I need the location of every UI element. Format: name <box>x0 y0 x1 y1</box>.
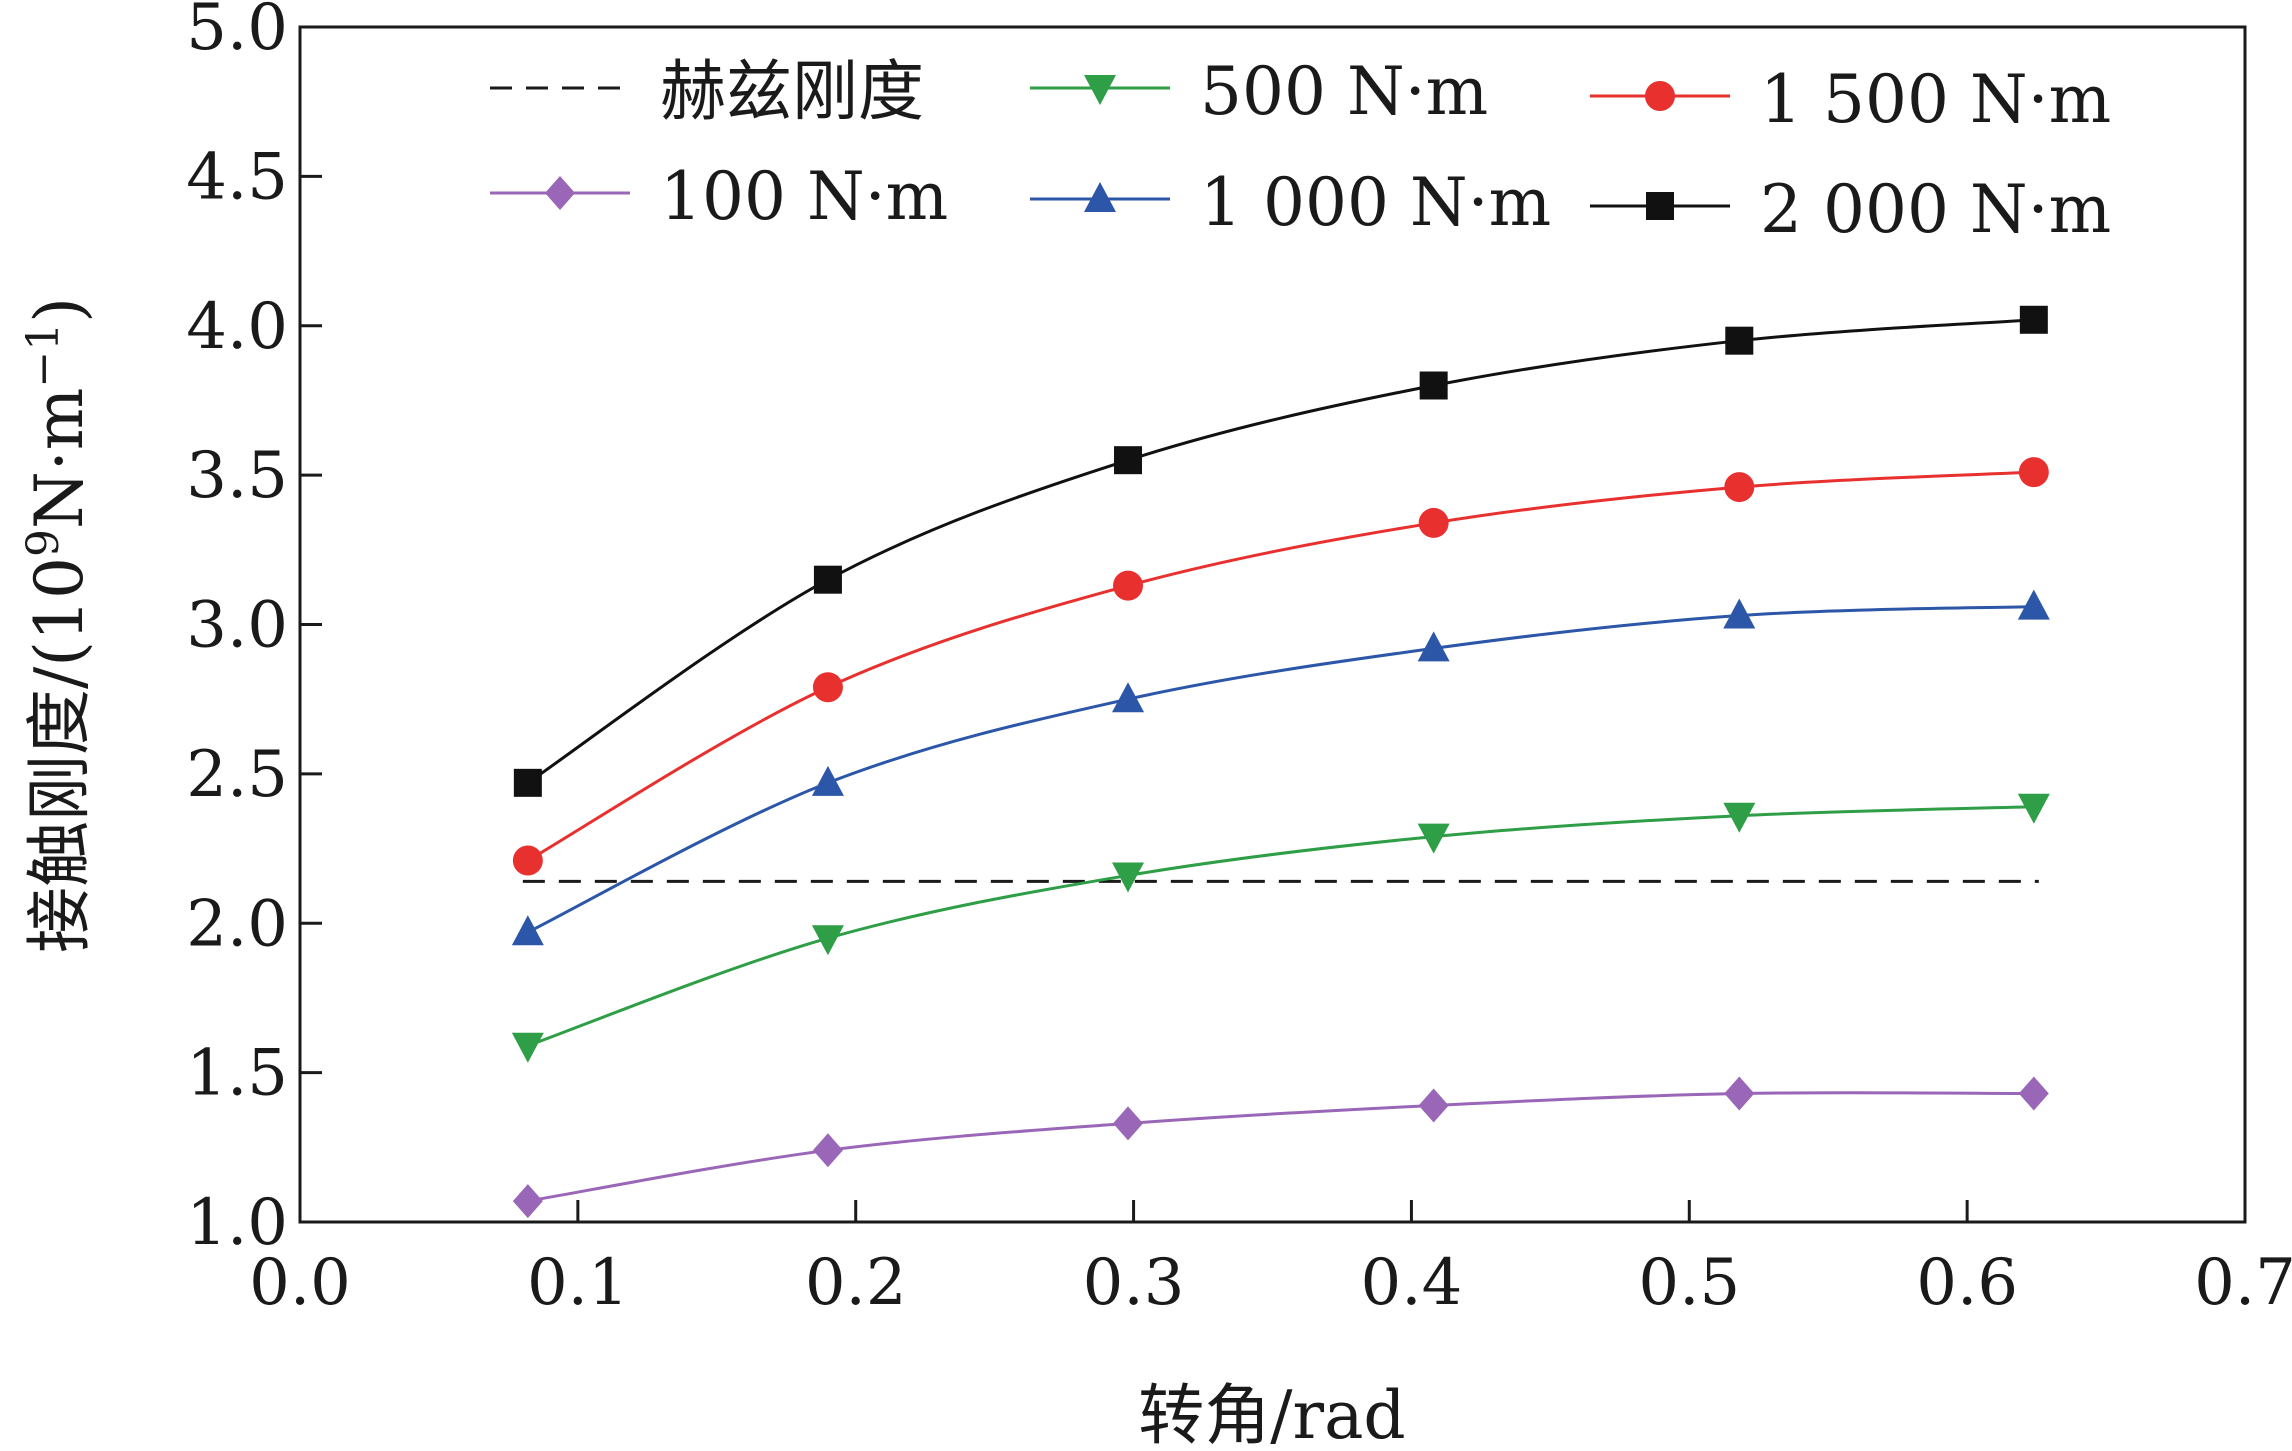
data-point <box>1112 682 1145 713</box>
series-5 <box>513 305 2048 797</box>
data-point <box>1418 507 1449 538</box>
y-axis-title: 接触刚度/(109N·m−1) <box>18 297 98 953</box>
data-point <box>2017 589 2050 620</box>
x-axis-title: 转角/rad <box>1138 1377 1405 1451</box>
y-axis-title-exp1: 9 <box>18 529 69 557</box>
data-point <box>1723 598 1756 629</box>
data-point <box>511 1032 544 1063</box>
legend-item: 100 N·m <box>490 158 948 235</box>
legend-marker <box>1645 81 1675 111</box>
y-tick-label: 1.5 <box>186 1037 288 1111</box>
y-tick-label: 4.0 <box>186 290 288 364</box>
x-tick-label: 0.2 <box>805 1246 907 1320</box>
series-1 <box>511 793 2050 1063</box>
legend-marker <box>1084 75 1116 105</box>
data-point <box>512 1184 543 1219</box>
data-point <box>813 565 842 594</box>
x-tick-label: 0.1 <box>527 1246 629 1320</box>
y-tick-label: 1.0 <box>186 1186 288 1260</box>
y-axis-title-close: ) <box>21 297 98 323</box>
legend-label: 赫兹刚度 <box>660 53 924 130</box>
data-point <box>513 768 542 797</box>
data-point <box>811 925 844 956</box>
data-point <box>2018 1076 2049 1111</box>
legend-label: 1 500 N·m <box>1760 61 2111 138</box>
data-point <box>1724 472 1755 503</box>
legend-item: 2 000 N·m <box>1590 171 2111 248</box>
legend-marker <box>545 176 575 210</box>
series-2 <box>512 457 2049 876</box>
legend: 赫兹刚度 500 N·m 1 500 N·m 100 N·m 1 000 N·m 2 00… <box>490 53 2111 248</box>
data-point <box>1113 570 1144 601</box>
data-point <box>2019 305 2048 334</box>
legend-marker <box>1646 192 1674 220</box>
y-axis-title-exp2: −1 <box>18 323 69 388</box>
y-tick-label: 2.0 <box>186 887 288 961</box>
data-point <box>1724 1076 1755 1111</box>
series-line <box>527 470 2034 862</box>
y-axis-title-unit: N·m <box>21 388 98 529</box>
data-point <box>1419 371 1448 400</box>
x-tick-label: 0.3 <box>1083 1246 1185 1320</box>
x-tick-label: 0.5 <box>1638 1246 1740 1320</box>
data-point <box>1113 1106 1144 1141</box>
data-point <box>1417 631 1450 662</box>
y-tick-label: 5.0 <box>186 0 288 65</box>
series-3 <box>512 1076 2049 1219</box>
y-axis-ticks: 1.0 1.5 2.0 2.5 3.0 3.5 4.0 4.5 5.0 <box>186 0 322 1260</box>
data-point <box>1418 1088 1449 1123</box>
legend-label: 100 N·m <box>660 158 948 235</box>
y-tick-label: 2.5 <box>186 738 288 812</box>
data-point <box>511 915 544 946</box>
x-axis-ticks: 0.0 0.1 0.2 0.3 0.4 0.5 0.6 0.7 <box>249 1200 2292 1320</box>
data-point <box>1114 446 1143 475</box>
data-point <box>1417 823 1450 854</box>
x-tick-label: 0.4 <box>1361 1246 1463 1320</box>
y-tick-label: 4.5 <box>186 140 288 214</box>
legend-item: 赫兹刚度 <box>490 53 924 130</box>
series-line <box>527 318 2034 785</box>
y-tick-label: 3.0 <box>186 589 288 663</box>
legend-item: 1 000 N·m <box>1030 164 1551 241</box>
y-axis-title-main: 接触刚度/(10 <box>21 557 98 953</box>
data-point <box>812 1133 843 1168</box>
data-point <box>1723 802 1756 833</box>
y-tick-label: 3.5 <box>186 439 288 513</box>
series-line <box>527 1091 2034 1203</box>
legend-label: 500 N·m <box>1200 53 1488 130</box>
series-4 <box>511 589 2050 946</box>
data-point <box>811 765 844 796</box>
legend-item: 1 500 N·m <box>1590 61 2111 138</box>
legend-item: 500 N·m <box>1030 53 1488 130</box>
series-line <box>527 805 2034 1048</box>
series-layer <box>511 305 2050 1219</box>
series-line <box>527 605 2034 934</box>
legend-label: 2 000 N·m <box>1760 171 2111 248</box>
data-point <box>1112 862 1145 893</box>
legend-marker <box>1084 182 1116 212</box>
data-point <box>512 845 543 876</box>
data-point <box>1725 326 1754 355</box>
legend-label: 1 000 N·m <box>1200 164 1551 241</box>
x-tick-label: 0.6 <box>1916 1246 2018 1320</box>
data-point <box>812 672 843 703</box>
data-point <box>2017 793 2050 824</box>
x-tick-label: 0.0 <box>249 1246 351 1320</box>
x-tick-label: 0.7 <box>2194 1246 2292 1320</box>
data-point <box>2018 457 2049 488</box>
